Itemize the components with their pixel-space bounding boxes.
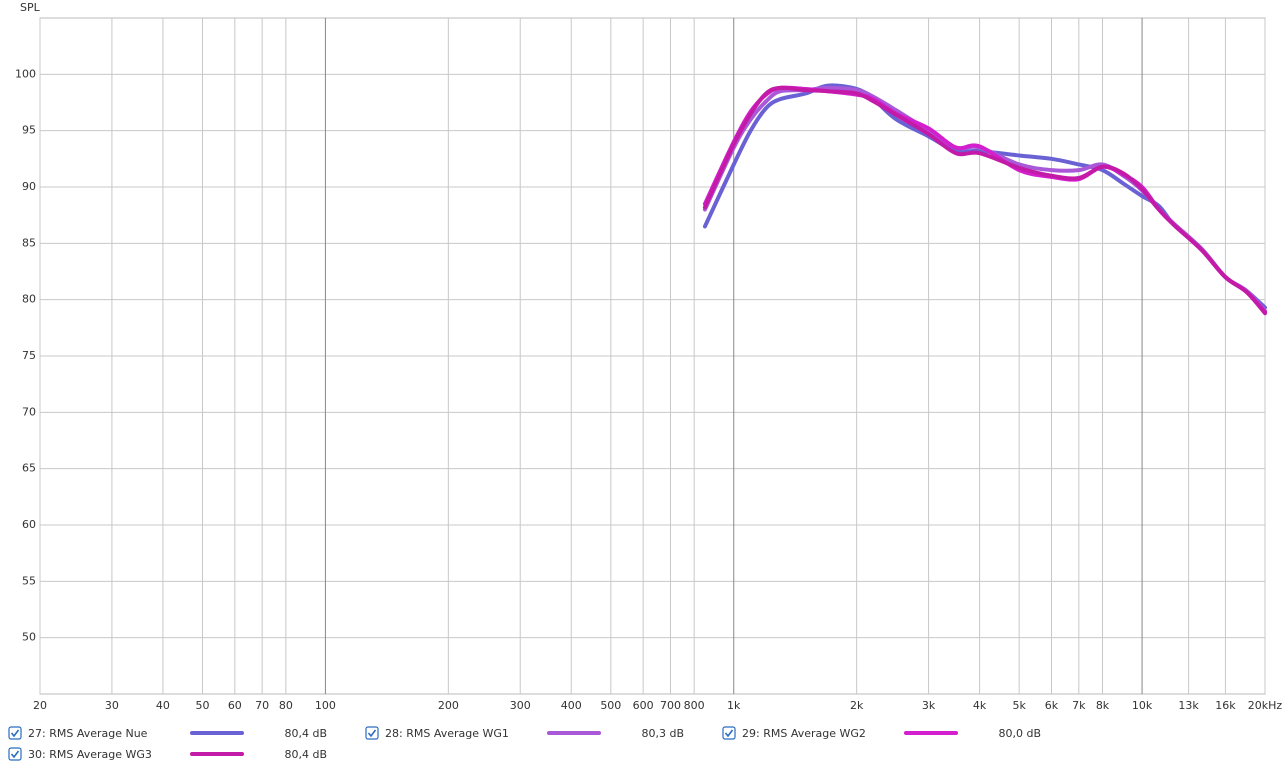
legend-label: 27: RMS Average Nue (28, 727, 148, 740)
y-tick-label: 65 (22, 462, 36, 475)
y-tick-label: 50 (22, 631, 36, 644)
y-tick-label: 60 (22, 518, 36, 531)
legend-level: 80,4 dB (284, 727, 327, 740)
x-tick-label: 30 (105, 699, 119, 712)
x-tick-label: 300 (510, 699, 531, 712)
y-tick-label: 90 (22, 180, 36, 193)
x-tick-label: 200 (438, 699, 459, 712)
legend-checkmark (724, 729, 734, 738)
x-tick-label: 800 (684, 699, 705, 712)
legend-level: 80,3 dB (641, 727, 684, 740)
x-tick-label: 60 (228, 699, 242, 712)
legend-checkmark (367, 729, 377, 738)
y-tick-label: 80 (22, 293, 36, 306)
x-tick-label: 8k (1096, 699, 1110, 712)
legend-level: 80,4 dB (284, 748, 327, 761)
x-tick-label: 100 (315, 699, 336, 712)
y-axis-label: SPL (20, 1, 41, 14)
x-tick-label: 2k (850, 699, 864, 712)
legend-label: 30: RMS Average WG3 (28, 748, 152, 761)
x-tick-label: 3k (922, 699, 936, 712)
legend-checkmark (10, 750, 20, 759)
legend-checkmark (10, 729, 20, 738)
x-tick-label: 6k (1045, 699, 1059, 712)
x-tick-label: 4k (973, 699, 987, 712)
x-tick-label: 1k (727, 699, 741, 712)
x-tick-label: 50 (195, 699, 209, 712)
x-tick-label: 7k (1072, 699, 1086, 712)
legend-checkbox[interactable] (8, 747, 22, 761)
y-tick-label: 70 (22, 405, 36, 418)
x-tick-label: 13k (1178, 699, 1199, 712)
legend-label: 29: RMS Average WG2 (742, 727, 866, 740)
y-tick-label: 100 (15, 67, 36, 80)
y-tick-label: 85 (22, 236, 36, 249)
x-tick-label: 500 (600, 699, 621, 712)
x-tick-label: 80 (279, 699, 293, 712)
legend-level: 80,0 dB (998, 727, 1041, 740)
y-tick-label: 55 (22, 574, 36, 587)
x-tick-label: 700 (660, 699, 681, 712)
x-tick-label: 600 (633, 699, 654, 712)
x-tick-label: 20 (33, 699, 47, 712)
x-tick-label: 40 (156, 699, 170, 712)
x-tick-label: 10k (1132, 699, 1153, 712)
x-tick-label: 20kHz (1248, 699, 1283, 712)
y-tick-label: 75 (22, 349, 36, 362)
x-tick-label: 400 (561, 699, 582, 712)
series-line (702, 85, 1267, 316)
legend-label: 28: RMS Average WG1 (385, 727, 509, 740)
legend-checkbox[interactable] (365, 726, 379, 740)
y-tick-label: 95 (22, 124, 36, 137)
x-tick-label: 70 (255, 699, 269, 712)
legend-checkbox[interactable] (722, 726, 736, 740)
x-tick-label: 5k (1012, 699, 1026, 712)
legend-checkbox[interactable] (8, 726, 22, 740)
x-tick-label: 16k (1215, 699, 1236, 712)
